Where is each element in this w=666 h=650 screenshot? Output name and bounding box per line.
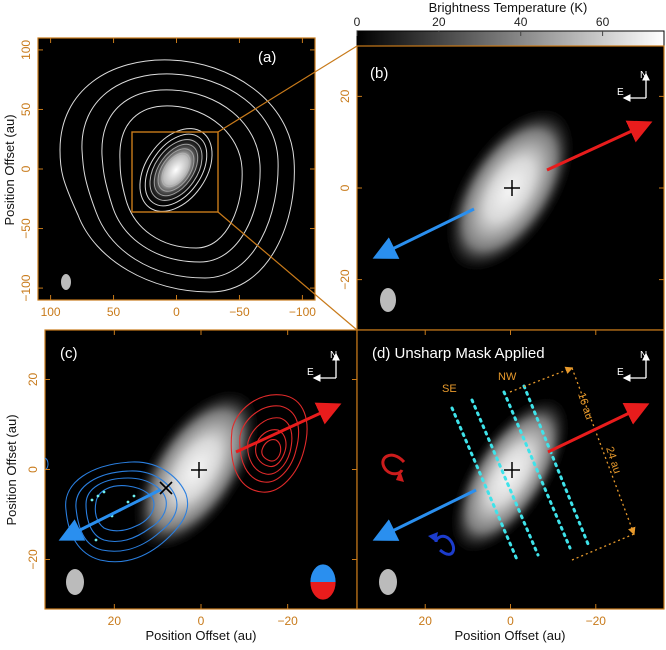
panel-d-blue-rotation-icon [434,534,456,556]
panel-b-red-arrow [546,120,653,172]
panel-b-compass: N E [617,70,650,102]
panel-b-compass-east: E [617,87,624,98]
ytick-label: 20 [338,89,352,103]
xtick-label: 0 [198,614,205,628]
panel-a: (a) 100 50 0 −50 −100 100 50 0 −50 −100 Position… [2,37,316,319]
panel-d-beam [379,569,397,595]
xtick-label: −20 [586,614,607,628]
panel-d-orange-brackets [509,366,636,561]
panel-c-x-marker [159,481,173,495]
panel-d-compass-east: E [617,367,624,378]
panel-c-red-contours [230,394,308,493]
panel-b-compass-north: N [640,70,647,81]
xtick-label: 20 [108,614,122,628]
panel-a-zoom-box [131,131,219,213]
ytick-label: −50 [19,218,33,239]
xtick-label: 50 [107,305,121,319]
xtick-label: −100 [289,305,316,319]
colorbar: Brightness Temperature (K) 0 20 40 60 [354,0,665,47]
panel-a-yticks: 100 50 0 −50 −100 [19,40,315,302]
ytick-label: −20 [26,549,40,570]
ytick-label: −20 [338,269,352,290]
panel-b-yticks: 20 0 −20 [338,89,664,290]
panel-c-compass: N E [307,350,340,382]
ytick-label: 0 [338,184,352,191]
xtick-label: 20 [419,614,433,628]
panel-a-disk [144,132,208,208]
panel-b-beam [380,288,396,312]
panel-c-red-arrow [235,402,342,454]
panel-c-xlabel: Position Offset (au) [145,628,256,643]
ytick-label: 0 [26,466,40,473]
colorbar-tick-label: 20 [432,15,446,29]
colorbar-tick-label: 60 [596,15,610,29]
colorbar-gradient [356,30,665,47]
panel-d-compass-north: N [640,350,647,361]
panel-a-beam [61,274,71,290]
panel-d-xlabel: Position Offset (au) [454,628,565,643]
colorbar-ticks: 0 20 40 60 [354,15,610,36]
panel-c-beam [66,569,84,595]
panel-a-ylabel: Position Offset (au) [2,114,17,225]
panel-c-yticks: 20 0 −20 [26,373,357,570]
colorbar-label: Brightness Temperature (K) [429,0,588,15]
colorbar-tick-label: 0 [354,15,361,29]
panel-d-label-nw: NW [498,371,517,383]
ytick-label: 0 [19,165,33,172]
panel-d-red-rotation-head-icon [396,470,404,482]
zoom-connector-top [217,45,358,133]
panel-c-compass-east: E [307,367,314,378]
panel-c-label: (c) [60,345,78,362]
ytick-label: 20 [26,373,40,387]
panel-c-blue-contours [65,461,188,563]
panel-b-disk [444,106,576,274]
panel-d-cyan-lines [450,384,590,564]
panel-c-blue-arrow [58,488,161,541]
panel-a-xticks: 100 50 0 −50 −100 [41,38,316,319]
panel-a-label: (a) [258,49,276,66]
xtick-label: −20 [277,614,298,628]
ytick-label: 50 [19,102,33,116]
zoom-connector-bottom [217,211,358,331]
panel-c: (c) N E [4,329,358,643]
panel-c-bicolor-beam [309,563,337,601]
panel-b-blue-arrow [372,207,475,259]
panel-c-compass-north: N [330,350,337,361]
panel-b-label: (b) [370,65,388,82]
panel-d-compass: N E [617,350,650,382]
panel-d-center-cross [504,462,520,478]
panel-c-xticks: 20 0 −20 [108,330,298,628]
panel-b-center-cross [504,180,520,196]
panel-d-xticks: 20 0 −20 [419,330,607,628]
panel-c-center-cross [191,462,207,478]
ytick-label: 100 [19,40,33,60]
ytick-label: −100 [19,274,33,301]
panel-d: (d) Unsharp Mask Applied N E SE NW 16 au… [356,329,665,643]
panel-d-label-se: SE [442,383,457,395]
xtick-label: 0 [173,305,180,319]
panel-d-label: (d) Unsharp Mask Applied [372,345,545,362]
colorbar-tick-label: 40 [514,15,528,29]
panel-c-ylabel: Position Offset (au) [4,414,19,525]
xtick-label: 0 [507,614,514,628]
xtick-label: −50 [229,305,250,319]
panel-d-blue-arrow [372,488,477,541]
xtick-label: 100 [41,305,61,319]
panel-d-disk [449,394,571,556]
panel-d-blue-rotation-head-icon [428,532,438,542]
panel-b: (b) N E 20 0 −20 [338,45,665,331]
panel-d-red-arrow [547,402,650,454]
